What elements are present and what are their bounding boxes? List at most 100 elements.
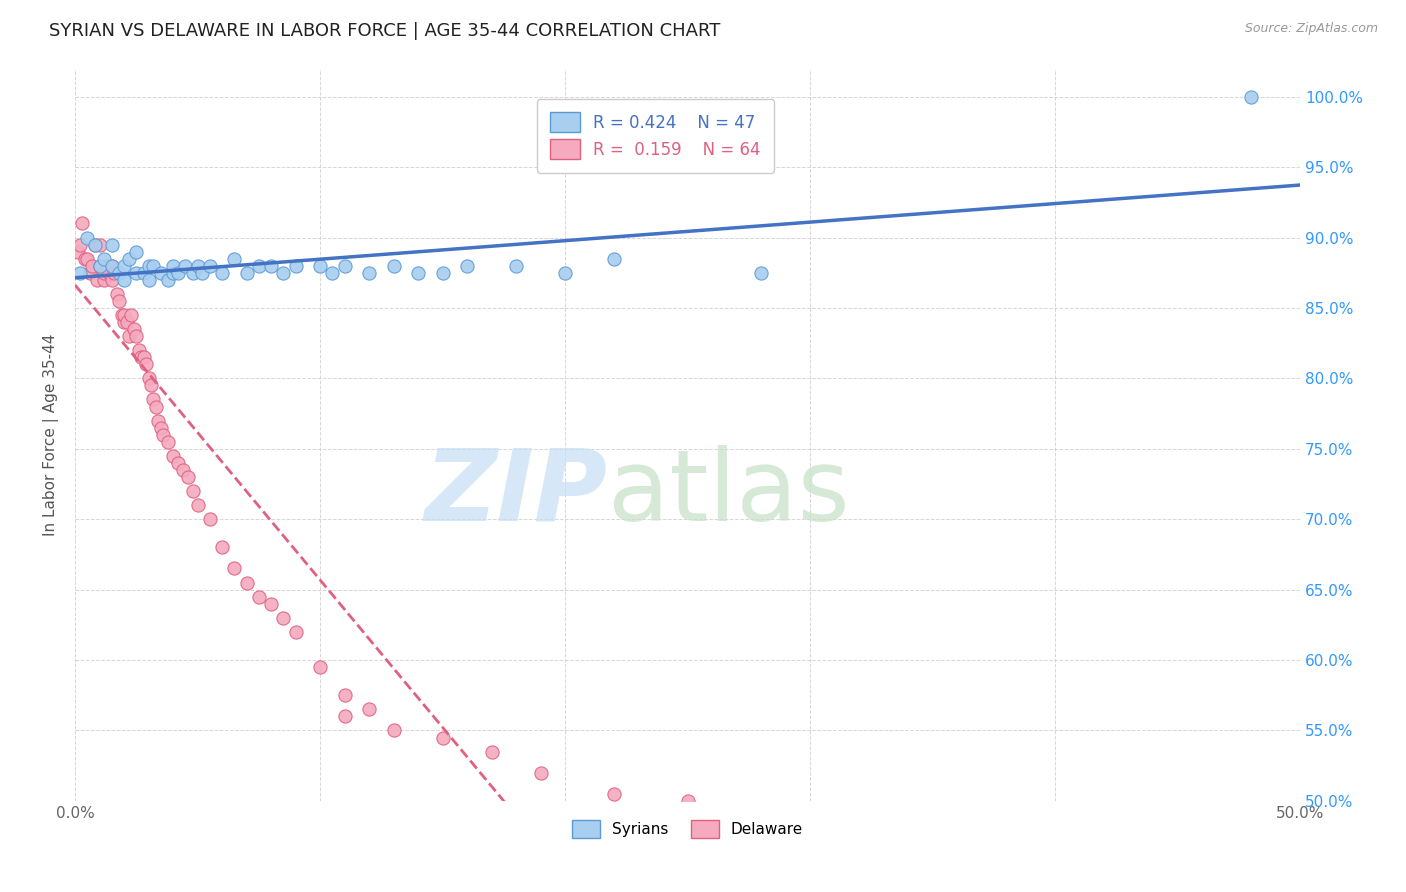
Point [260, 597, 283, 611]
Text: ZIP: ZIP [425, 445, 607, 541]
Point [198, 259, 221, 273]
Point [132, 350, 155, 364]
Point [142, 259, 165, 273]
Point [72, 216, 94, 230]
Point [260, 259, 283, 273]
Point [749, 266, 772, 280]
Point [101, 237, 124, 252]
Point [187, 498, 209, 512]
Point [174, 259, 197, 273]
Point [89, 259, 111, 273]
Point [211, 266, 233, 280]
Point [273, 611, 295, 625]
Point [125, 244, 148, 259]
Point [118, 252, 141, 266]
Point [211, 541, 233, 555]
Point [82, 259, 104, 273]
Point [357, 266, 380, 280]
Point [309, 259, 332, 273]
Point [162, 259, 184, 273]
Point [481, 745, 503, 759]
Point [162, 266, 184, 280]
Point [76, 252, 98, 266]
Point [108, 293, 131, 308]
Point [529, 765, 551, 780]
Point [101, 259, 124, 273]
Point [93, 273, 115, 287]
Point [125, 329, 148, 343]
Point [505, 259, 527, 273]
Point [142, 392, 165, 407]
Point [333, 259, 356, 273]
Point [138, 371, 160, 385]
Point [96, 259, 118, 273]
Point [224, 561, 246, 575]
Point [112, 259, 135, 273]
Point [122, 322, 145, 336]
Point [69, 266, 91, 280]
Point [145, 400, 167, 414]
Point [120, 308, 142, 322]
Text: Source: ZipAtlas.com: Source: ZipAtlas.com [1244, 22, 1378, 36]
Point [235, 575, 257, 590]
Point [149, 266, 172, 280]
Point [191, 266, 214, 280]
Point [112, 273, 135, 287]
Point [309, 660, 332, 674]
Point [112, 315, 135, 329]
Point [105, 286, 128, 301]
Point [76, 230, 98, 244]
Point [167, 456, 190, 470]
Point [149, 420, 172, 434]
Point [162, 449, 184, 463]
Point [138, 273, 160, 287]
Point [108, 266, 131, 280]
Point [172, 463, 194, 477]
Point [139, 378, 162, 392]
Point [111, 308, 134, 322]
Point [321, 266, 343, 280]
Point [187, 259, 209, 273]
Point [432, 731, 454, 745]
Point [224, 252, 246, 266]
Y-axis label: In Labor Force | Age 35-44: In Labor Force | Age 35-44 [44, 334, 59, 536]
Point [284, 259, 307, 273]
Point [432, 266, 454, 280]
Point [135, 357, 157, 371]
Point [406, 266, 429, 280]
Point [128, 343, 150, 358]
Point [148, 414, 170, 428]
Point [284, 624, 307, 639]
Point [132, 266, 155, 280]
Point [83, 237, 105, 252]
Point [676, 794, 699, 808]
Point [101, 273, 124, 287]
Point [115, 315, 138, 329]
Point [333, 709, 356, 723]
Point [603, 252, 626, 266]
Point [247, 590, 270, 604]
Point [198, 512, 221, 526]
Point [382, 259, 405, 273]
Point [167, 266, 190, 280]
Point [93, 266, 115, 280]
Point [152, 427, 174, 442]
Point [73, 252, 96, 266]
Point [157, 434, 180, 449]
Point [554, 266, 576, 280]
Legend: Syrians, Delaware: Syrians, Delaware [567, 814, 810, 845]
Point [357, 702, 380, 716]
Point [235, 266, 257, 280]
Point [66, 244, 89, 259]
Point [456, 259, 478, 273]
Point [333, 688, 356, 702]
Point [129, 350, 152, 364]
Point [118, 329, 141, 343]
Point [79, 266, 101, 280]
Point [382, 723, 405, 738]
Point [89, 259, 111, 273]
Point [98, 266, 121, 280]
Point [273, 266, 295, 280]
Point [103, 266, 125, 280]
Point [247, 259, 270, 273]
